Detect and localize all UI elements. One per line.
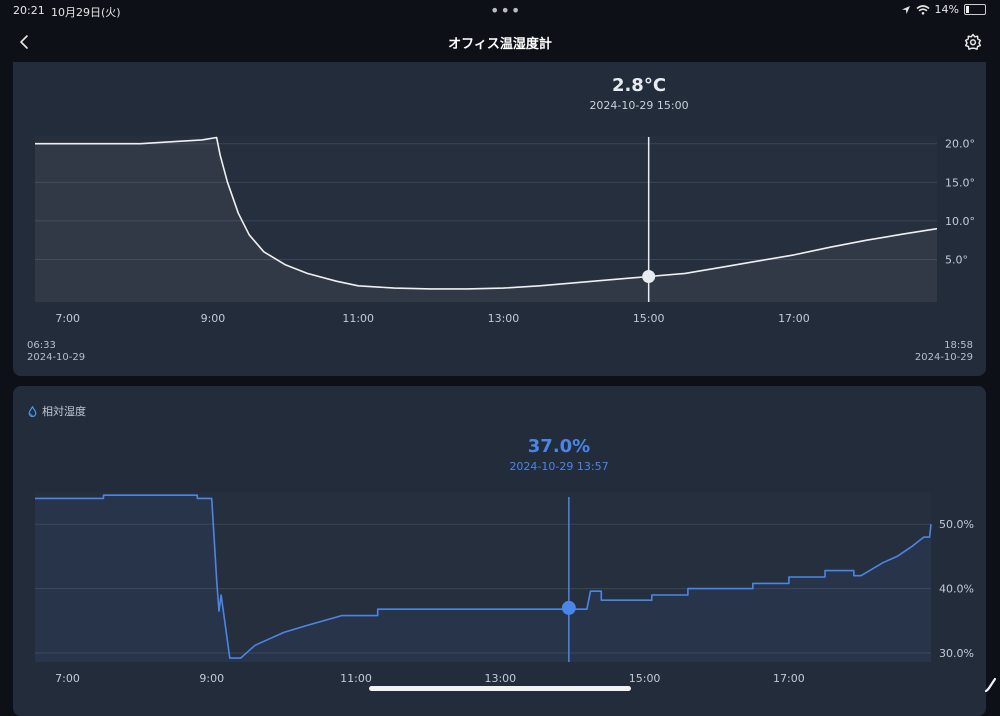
temperature-series-line [35, 136, 938, 290]
pencil-tip-icon[interactable] [983, 677, 997, 693]
temperature-y-tick-label: 15.0° [945, 176, 975, 189]
battery-percent: 14% [934, 3, 959, 16]
gear-icon[interactable] [962, 31, 984, 53]
range-start-date: 2024-10-29 [27, 352, 86, 363]
temperature-x-tick-label: 15:00 [633, 312, 665, 325]
range-start-time: 06:33 [27, 340, 56, 351]
humidity-x-tick-label: 11:00 [340, 672, 372, 685]
range-start: 06:33 2024-10-29 [27, 340, 85, 364]
temperature-y-tick-label: 10.0° [945, 215, 975, 228]
wifi-icon [916, 4, 930, 15]
temperature-x-tick-label: 11:00 [342, 312, 374, 325]
page-title: オフィス温湿度計 [448, 37, 552, 52]
range-end: 18:58 2024-10-29 [915, 340, 973, 364]
humidity-x-tick-label: 13:00 [484, 672, 516, 685]
humidity-y-tick-label: 40.0% [939, 583, 974, 596]
humidity-area-fill [35, 495, 931, 662]
nav-bar: オフィス温湿度計 [0, 22, 1000, 62]
multitasking-dots-icon[interactable]: ••• [490, 1, 522, 20]
temperature-chart[interactable]: 20.0° 15.0° 10.0° 5.0° 7:00 9:00 11:00 13:00 15:… [35, 136, 975, 325]
humidity-card [13, 386, 986, 716]
temperature-x-tick-label: 17:00 [778, 312, 810, 325]
back-chevron-icon[interactable] [14, 31, 36, 53]
location-arrow-icon [901, 5, 910, 14]
humidity-value: 37.0% [527, 436, 591, 457]
status-bar: 20:21 10月29日(火) ••• 14% [0, 0, 1000, 22]
status-time: 20:21 [13, 4, 45, 17]
battery-icon [964, 4, 986, 15]
range-end-time: 18:58 [944, 340, 973, 351]
humidity-x-tick-label: 7:00 [55, 672, 80, 685]
temperature-x-tick-label: 7:00 [55, 312, 80, 325]
humidity-y-tick-label: 50.0% [939, 518, 974, 531]
temperature-y-tick-label: 20.0° [945, 138, 975, 151]
status-date: 10月29日(火) [51, 6, 121, 19]
temperature-x-tick-label: 9:00 [201, 312, 226, 325]
charts-canvas[interactable]: 20.0° 15.0° 10.0° 5.0° 7:00 9:00 11:00 13:00 15:… [0, 0, 1000, 698]
temperature-timestamp: 2024-10-29 15:00 [589, 99, 689, 112]
temperature-y-tick-label: 5.0° [945, 254, 968, 267]
temperature-x-tick-label: 13:00 [488, 312, 520, 325]
temperature-card [13, 62, 986, 376]
status-right: 14% [901, 3, 986, 16]
water-drop-icon [28, 405, 37, 417]
humidity-x-tick-label: 9:00 [199, 672, 224, 685]
home-indicator[interactable] [369, 686, 631, 691]
temperature-cursor-point [642, 270, 656, 284]
humidity-readout: 37.0% 2024-10-29 13:57 [459, 436, 659, 473]
temperature-readout: 2.8°C 2024-10-29 15:00 [539, 75, 739, 112]
humidity-label: 相対湿度 [28, 403, 86, 419]
humidity-y-tick-label: 30.0% [939, 647, 974, 660]
humidity-x-tick-label: 15:00 [629, 672, 661, 685]
temperature-value: 2.8°C [611, 75, 667, 96]
humidity-chart[interactable]: 50.0% 40.0% 30.0% 7:00 9:00 11:00 13:00 15:00 17… [35, 492, 974, 685]
humidity-series-line [35, 494, 932, 659]
humidity-x-tick-label: 17:00 [773, 672, 805, 685]
humidity-cursor-point [561, 600, 576, 615]
humidity-timestamp: 2024-10-29 13:57 [509, 460, 609, 473]
humidity-label-text: 相対湿度 [42, 405, 86, 418]
range-end-date: 2024-10-29 [914, 352, 973, 363]
temperature-area-fill [35, 137, 937, 302]
